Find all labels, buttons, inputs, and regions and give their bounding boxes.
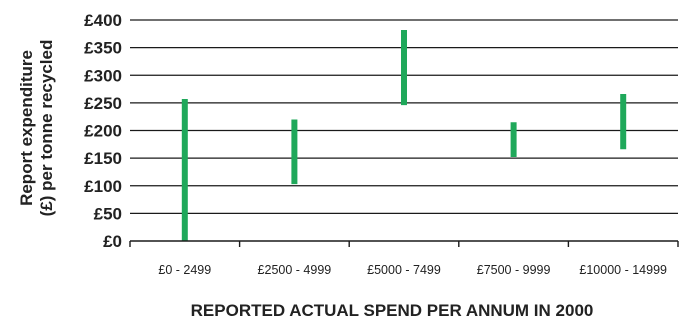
x-tick-label: £0 - 2499: [158, 263, 211, 277]
y-tick-label: £300: [84, 66, 122, 85]
y-tick-label: £100: [84, 177, 122, 196]
y-tick-label: £350: [84, 39, 122, 58]
range-bars: [181, 29, 627, 241]
y-axis-title-line-1: Report expenditure: [17, 50, 36, 206]
y-tick-label: £200: [84, 122, 122, 141]
y-tick-label: £250: [84, 94, 122, 113]
y-axis-ticks: £0 £50 £100 £150 £200 £250 £300 £350 £400: [84, 11, 122, 251]
x-axis: [129, 240, 679, 247]
y-tick-label: £50: [94, 204, 122, 223]
x-axis-ticks: £0 - 2499 £2500 - 4999 £5000 - 7499 £7500 -…: [158, 263, 667, 277]
y-tick-label: £400: [84, 11, 122, 30]
y-axis-title-line-2: (£) per tonne recycled: [37, 40, 56, 217]
y-axis-title: Report expenditure (£) per tonne recycle…: [17, 40, 56, 217]
x-axis-title: REPORTED ACTUAL SPEND PER ANNUM IN 2000: [191, 301, 594, 320]
x-tick-label: £2500 - 4999: [258, 263, 332, 277]
x-tick-label: £5000 - 7499: [367, 263, 441, 277]
x-tick-label: £10000 - 14999: [579, 263, 667, 277]
x-tick-label: £7500 - 9999: [477, 263, 551, 277]
y-tick-label: £150: [84, 149, 122, 168]
y-tick-label: £0: [103, 232, 122, 251]
